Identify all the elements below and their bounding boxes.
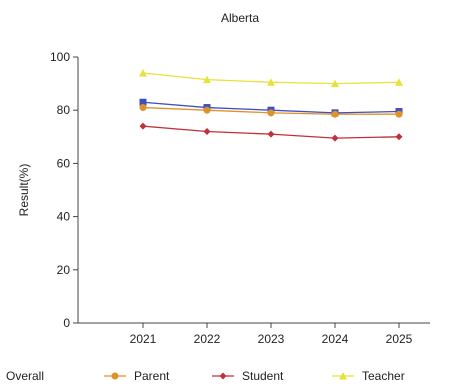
data-point-student [395, 133, 403, 141]
data-point-parent [267, 109, 275, 117]
x-tick-label: 2025 [386, 332, 413, 346]
axes: 0 20 40 60 80 100 2021 2022 2023 2024 2025 [50, 50, 430, 346]
legend-item-student: Student [212, 369, 284, 383]
x-tick-label: 2023 [258, 332, 285, 346]
y-tick-label: 60 [57, 156, 71, 170]
series-layer [139, 68, 403, 142]
data-point-parent [331, 110, 339, 118]
x-tick-label: 2021 [130, 332, 157, 346]
data-point-parent [395, 110, 403, 118]
legend-label-parent: Parent [134, 369, 170, 383]
data-point-teacher [395, 78, 403, 86]
y-tick-label: 100 [50, 50, 70, 64]
chart-title: Alberta [221, 11, 259, 25]
legend-label-teacher: Teacher [362, 369, 405, 383]
legend-marker-teacher [339, 372, 347, 380]
data-point-parent [139, 104, 147, 112]
data-point-teacher [139, 68, 147, 77]
legend: Overall Parent Student Teacher [6, 369, 405, 383]
data-point-overall [139, 98, 147, 106]
y-axis-title: Result(%) [17, 164, 31, 217]
legend-label-student: Student [242, 369, 284, 383]
series-student [139, 122, 403, 142]
data-point-teacher [203, 75, 211, 84]
x-tick-label: 2024 [322, 332, 349, 346]
data-point-teacher [331, 79, 339, 88]
data-point-parent [203, 106, 211, 114]
data-point-teacher [267, 78, 275, 86]
data-point-student [139, 122, 147, 130]
legend-item-parent: Parent [104, 369, 170, 383]
legend-item-teacher: Teacher [332, 369, 405, 383]
y-tick-label: 20 [57, 263, 71, 277]
legend-marker-parent [111, 372, 119, 380]
legend-label-overall: Overall [6, 369, 44, 383]
data-point-student [203, 127, 211, 135]
y-tick-label: 40 [57, 210, 71, 224]
series-parent [139, 104, 403, 118]
y-tick-label: 0 [63, 316, 70, 330]
legend-marker-student [219, 372, 227, 380]
series-teacher [139, 68, 403, 88]
data-point-student [331, 134, 339, 142]
legend-item-overall: Overall [6, 369, 44, 383]
data-point-student [267, 130, 275, 138]
y-tick-label: 80 [57, 103, 71, 117]
x-tick-label: 2022 [194, 332, 221, 346]
